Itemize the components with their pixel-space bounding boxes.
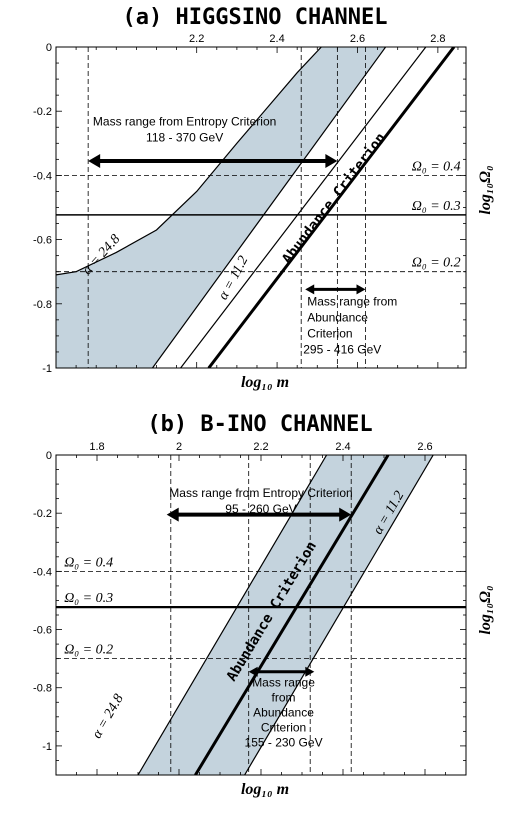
omega-label: Ω₀ = 0.4	[64, 555, 113, 570]
band-upper-boundary	[137, 455, 328, 775]
y-tick-label: -0.6	[33, 625, 52, 637]
x-axis-label: log₁₀ m	[241, 374, 289, 391]
y-tick-label: -1	[42, 741, 52, 753]
x-tick-label: 2.8	[430, 33, 445, 45]
omega-label: Ω₀ = 0.3	[412, 199, 461, 214]
range-arrow-head-right	[356, 284, 366, 295]
range-arrow-head-right	[325, 153, 338, 168]
omega-label: Ω₀ = 0.3	[64, 591, 113, 606]
omega-label: Ω₀ = 0.2	[64, 643, 113, 658]
range-arrow-head-left	[305, 284, 315, 295]
annotation-text: Mass range from	[307, 294, 397, 308]
y-tick-label: -0.8	[33, 299, 52, 311]
y-tick-label: 0	[46, 42, 52, 54]
annotation-text: Criterion	[261, 720, 306, 734]
x-tick-label: 2.4	[269, 33, 284, 45]
annotation-text: Criterion	[307, 326, 352, 340]
band-lower-boundary	[244, 455, 434, 775]
y-tick-label: 0	[46, 450, 52, 462]
plot-area	[56, 455, 466, 775]
panel-bino: (b) B-INO CHANNEL 0 -0.2 -0.4 -0.6 -0.8 -1 1.8 2…	[33, 412, 494, 798]
annotation-text: Abundance	[307, 310, 368, 324]
omega-label: Ω₀ = 0.2	[412, 256, 461, 271]
y-tick-label: -0.2	[33, 508, 52, 520]
x-tick-label: 2.2	[253, 441, 268, 453]
annotation-text: 295 - 416 GeV	[303, 342, 381, 356]
band-fill	[138, 455, 434, 775]
x-tick-label: 2	[176, 441, 182, 453]
annotation-text: 155 - 230 GeV	[245, 735, 323, 749]
abundance-line	[207, 47, 456, 368]
y-axis-label: log₁₀Ω₀	[477, 165, 494, 214]
range-arrow-head-left	[166, 507, 179, 522]
plot-area	[56, 47, 466, 368]
annotation-text: from	[272, 690, 296, 704]
y-tick-label: -0.2	[33, 106, 52, 118]
y-tick-label: -0.8	[33, 683, 52, 695]
annotation-text: 118 - 370 GeV	[146, 131, 223, 145]
omega-label: Ω₀ = 0.4	[412, 159, 461, 174]
abundance-line	[194, 455, 390, 775]
y-tick-label: -0.6	[33, 235, 52, 247]
band-upper-boundary	[56, 47, 322, 276]
y-tick-label: -1	[42, 363, 52, 375]
range-arrow-head-right	[305, 666, 315, 677]
annotation-text: Abundance	[253, 705, 314, 719]
band-lower-boundary	[151, 47, 387, 368]
annotation-text: 95 - 260 GeV	[225, 502, 296, 516]
annotation-text: Mass range from Entropy Criterion	[93, 115, 276, 129]
range-arrow-head-left	[88, 153, 101, 168]
parallel-line	[180, 47, 427, 368]
x-tick-label: 2.6	[350, 33, 365, 45]
range-arrow-head-left	[248, 666, 258, 677]
x-axis-label: log₁₀ m	[241, 781, 289, 798]
annotation-text: Mass range	[252, 675, 315, 689]
x-tick-label: 2.4	[335, 441, 350, 453]
y-axis-label: log₁₀Ω₀	[477, 585, 494, 634]
y-tick-label: -0.4	[33, 170, 52, 182]
chart-title: (a) HIGGSINO CHANNEL	[123, 5, 388, 30]
annotation-text: Mass range from Entropy Criterion	[169, 486, 352, 500]
chart-title: (b) B-INO CHANNEL	[147, 412, 372, 437]
band-fill	[56, 47, 386, 368]
range-arrow-head-right	[339, 507, 352, 522]
y-tick-label: -0.4	[33, 566, 52, 578]
alpha-upper-label: α = 24.8	[90, 692, 127, 741]
x-tick-label: 2.2	[189, 33, 204, 45]
x-tick-label: 2.6	[417, 441, 432, 453]
panel-higgsino: (a) HIGGSINO CHANNEL 0 -0.2 -0.4 -0.6 -0.8 -1 2…	[33, 5, 494, 391]
x-tick-label: 1.8	[89, 441, 104, 453]
